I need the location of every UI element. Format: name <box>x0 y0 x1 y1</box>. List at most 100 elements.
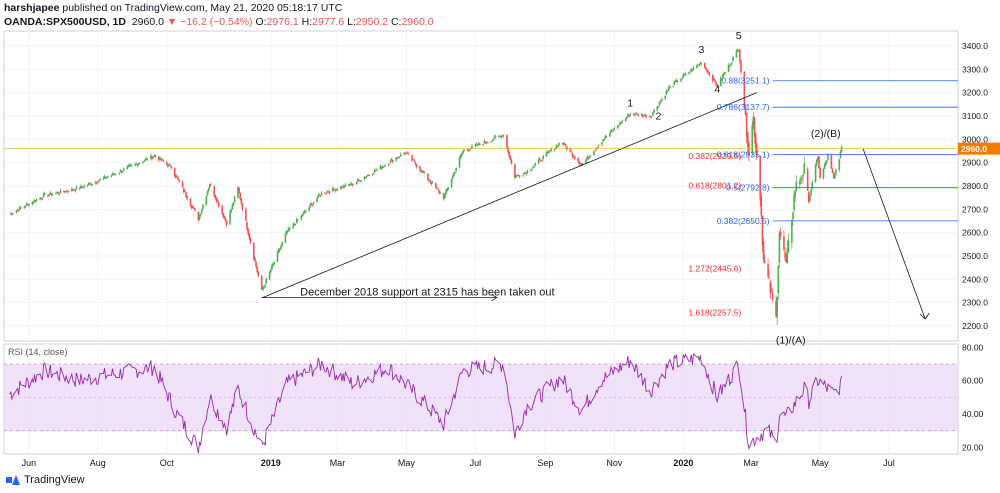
candle <box>120 170 123 173</box>
candle <box>239 192 242 200</box>
candle <box>245 208 247 222</box>
candle <box>415 164 418 168</box>
candle <box>641 114 644 117</box>
y-tick-label: 2700.0 <box>962 204 988 214</box>
x-tick-label: 2019 <box>261 458 281 468</box>
candle <box>355 181 358 184</box>
candle <box>280 245 282 249</box>
candle <box>698 64 700 66</box>
candle <box>198 215 201 220</box>
candle <box>335 189 338 190</box>
candle <box>807 191 810 202</box>
candle <box>284 234 287 243</box>
candle <box>739 49 741 62</box>
candle <box>826 159 828 163</box>
candle <box>557 145 559 147</box>
x-tick-label: 2020 <box>673 458 693 468</box>
candle <box>57 192 60 194</box>
candle <box>316 198 318 203</box>
candle <box>787 240 790 253</box>
candle <box>594 149 596 151</box>
candle <box>778 233 781 263</box>
candle <box>286 231 289 233</box>
candle <box>735 50 738 58</box>
symbol-label[interactable]: OANDA:SPX500USD, 1D <box>4 16 126 28</box>
candle <box>650 116 653 118</box>
candle <box>364 176 367 178</box>
candle <box>115 173 117 175</box>
candle <box>652 112 654 116</box>
candle <box>699 62 702 65</box>
candle <box>838 159 841 171</box>
y-tick-label: 2200.0 <box>962 321 988 331</box>
y-tick-label: 2400.0 <box>962 274 988 284</box>
candle <box>373 169 376 173</box>
candle <box>153 155 156 157</box>
fib-ext-label: 1.272(2445.6) <box>688 264 741 274</box>
candle <box>67 190 70 192</box>
candle <box>176 176 178 178</box>
candle <box>754 133 757 148</box>
candle <box>832 173 835 179</box>
candle <box>309 204 312 208</box>
candle <box>676 80 679 82</box>
candle <box>214 194 217 199</box>
candle <box>616 125 619 129</box>
candle <box>580 164 583 166</box>
x-tick-label: Nov <box>606 458 623 468</box>
y-tick-label: 2600.0 <box>962 228 988 238</box>
candle <box>128 165 131 167</box>
candle <box>127 165 130 168</box>
candle <box>751 125 754 154</box>
candle <box>501 135 504 137</box>
candle <box>186 195 188 200</box>
candle <box>138 162 141 164</box>
candle <box>506 135 508 148</box>
candle <box>78 187 81 189</box>
candle <box>395 157 398 161</box>
candle <box>627 114 629 117</box>
brand-name[interactable]: TradingView <box>24 474 85 486</box>
candle <box>645 114 647 118</box>
candle <box>442 193 445 200</box>
candle <box>292 223 295 229</box>
candle <box>384 165 386 166</box>
rsi-tick-label: 60.00 <box>962 376 984 386</box>
candle <box>268 271 271 280</box>
candle <box>666 90 669 92</box>
candle <box>154 155 157 157</box>
candle <box>145 158 148 160</box>
candle <box>507 147 509 153</box>
candle <box>554 147 557 149</box>
candle <box>281 242 283 246</box>
candle <box>40 197 43 199</box>
candle <box>185 192 187 197</box>
candle <box>81 186 83 188</box>
candle <box>265 278 268 284</box>
candle <box>453 172 455 176</box>
candle <box>413 160 416 162</box>
candle <box>431 182 434 184</box>
candle <box>34 200 37 202</box>
candle <box>273 261 275 265</box>
candle <box>648 116 651 118</box>
candle <box>462 150 464 154</box>
candle <box>691 69 694 71</box>
author-name[interactable]: harshjapee <box>4 2 60 14</box>
candle <box>700 62 703 64</box>
change-value: ▼ −16.2 (−0.54%) <box>166 16 253 28</box>
candle <box>672 85 674 87</box>
candle <box>635 113 637 115</box>
candle <box>767 263 769 277</box>
rsi-tick-label: 40.00 <box>962 409 984 419</box>
candle <box>123 168 125 171</box>
candle <box>827 154 829 160</box>
candle <box>759 155 761 200</box>
candle <box>19 207 21 211</box>
candle <box>279 248 281 251</box>
candle <box>667 87 670 91</box>
candle <box>289 228 291 230</box>
candle <box>762 241 765 260</box>
publish-info: harshjapee published on TradingView.com,… <box>4 2 342 14</box>
